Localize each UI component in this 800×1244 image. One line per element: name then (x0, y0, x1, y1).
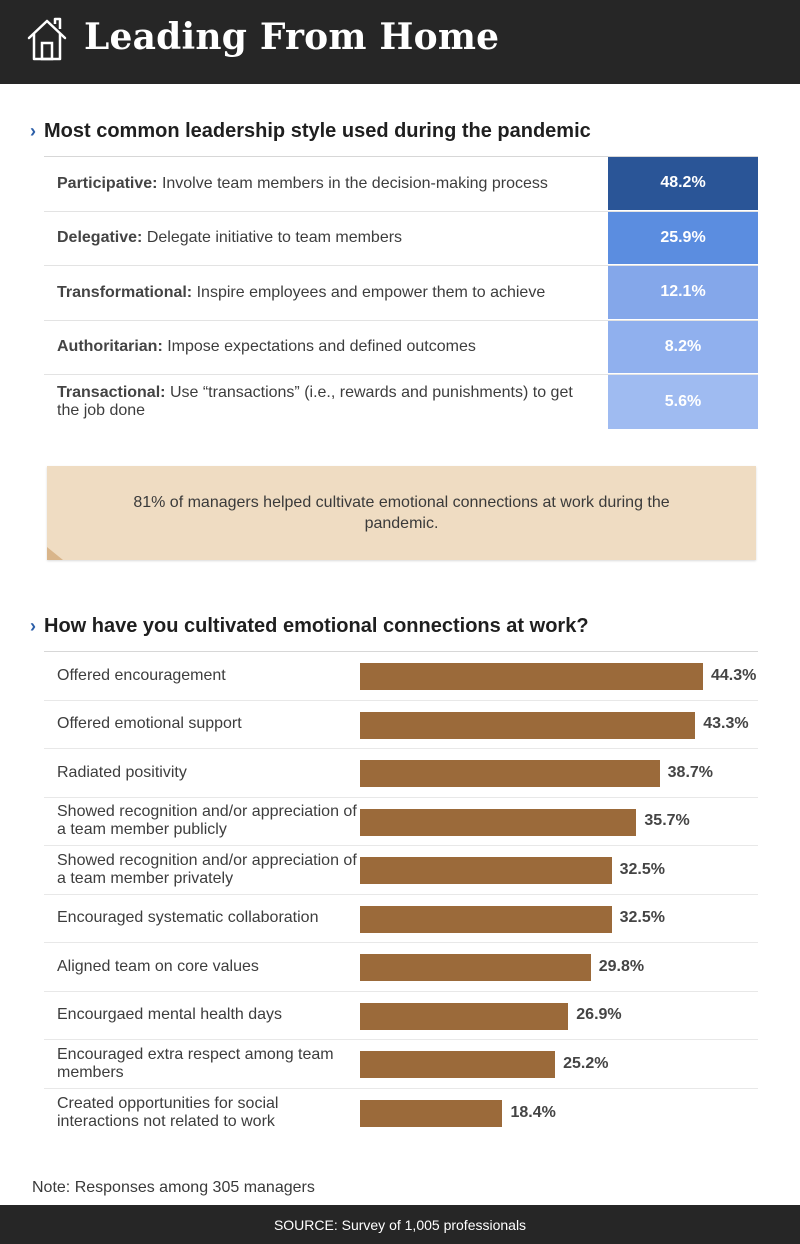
category-label: Created opportunities for social interac… (57, 1094, 279, 1130)
category-label: Encouraged extra respect among team memb… (57, 1045, 334, 1081)
table-row: Encourgaed mental health days 26.9% (44, 992, 758, 1040)
table-row: Authoritarian: Impose expectations and d… (44, 320, 758, 375)
leadership-style-table: Participative: Involve team members in t… (44, 156, 758, 430)
table-row: Radiated positivity 38.7% (44, 749, 758, 798)
value-label: 43.3% (703, 715, 749, 733)
section-heading-leadership: › Most common leadership style used duri… (30, 120, 591, 143)
style-desc-text: Delegate initiative to team members (146, 229, 403, 247)
style-desc-text: Impose expectations and defined outcomes (167, 338, 476, 356)
connections-bar-chart: Offered encouragement 44.3% Offered emotio… (44, 651, 758, 1137)
table-row: Showed recognition and/or appreciation o… (44, 846, 758, 895)
category-label: Offered emotional support (57, 715, 242, 733)
percentage-cell: 48.2% (608, 157, 758, 211)
style-description: Transactional: Use “transactions” (i.e.,… (57, 384, 592, 420)
value-label: 29.8% (598, 957, 645, 975)
bar (360, 1099, 503, 1127)
style-description: Participative: Involve team members in t… (57, 175, 592, 193)
table-row: Transactional: Use “transactions” (i.e.,… (44, 375, 758, 430)
bar (360, 1051, 556, 1078)
style-name: Transactional: (57, 384, 166, 402)
table-row: Offered encouragement 44.3% (44, 652, 758, 701)
table-row: Showed recognition and/or appreciation o… (44, 798, 758, 846)
style-name: Authoritarian: (57, 338, 163, 356)
bar (360, 808, 637, 836)
section-heading-connections: › How have you cultivated emotional conn… (30, 615, 589, 638)
percentage-cell: 12.1% (608, 266, 758, 320)
category-label: Encourgaed mental health days (57, 1006, 283, 1024)
table-row: Offered emotional support 43.3% (44, 701, 758, 749)
table-row: Encouraged extra respect among team memb… (44, 1040, 758, 1089)
category-label: Encouraged systematic collaboration (57, 909, 319, 927)
style-desc-text: Inspire employees and empower them to ac… (196, 283, 546, 301)
value-label: 32.5% (619, 860, 665, 878)
value-label: 25.2% (563, 1054, 609, 1072)
table-row: Transformational: Inspire employees and … (44, 266, 758, 321)
value-label: 35.7% (644, 812, 690, 830)
table-row: Encouraged systematic collaboration 32.5% (44, 895, 758, 943)
category-label: Offered encouragement (57, 666, 226, 684)
style-description: Authoritarian: Impose expectations and d… (57, 338, 592, 356)
bar (360, 760, 660, 787)
table-row: Aligned team on core values 29.8% (44, 943, 758, 992)
house-icon (27, 17, 67, 61)
value-label: 18.4% (510, 1103, 556, 1121)
style-name: Transformational: (57, 283, 193, 301)
bar (360, 857, 612, 884)
style-description: Transformational: Inspire employees and … (57, 284, 592, 302)
table-row: Delegative: Delegate initiative to team … (44, 211, 758, 266)
table-row: Participative: Involve team members in t… (44, 157, 758, 212)
style-name: Delegative: (57, 229, 143, 247)
bar (360, 663, 703, 690)
section-heading-text: Most common leadership style used during… (44, 120, 591, 142)
header-bar: Leading From Home (0, 0, 800, 84)
chevron-right-icon: › (30, 121, 36, 141)
callout-box: 81% of managers helped cultivate emotion… (47, 466, 756, 560)
percentage-cell: 8.2% (608, 320, 758, 374)
style-name: Participative: (57, 174, 158, 192)
value-label: 44.3% (711, 666, 757, 684)
style-desc-text: Involve team members in the decision-mak… (161, 174, 548, 192)
category-label: Aligned team on core values (57, 957, 259, 975)
value-label: 26.9% (576, 1006, 622, 1024)
value-label: 38.7% (667, 763, 714, 781)
page-title: Leading From Home (84, 16, 500, 58)
callout-text: 81% of managers helped cultivate emotion… (133, 494, 670, 532)
note-text: Note: Responses among 305 managers (32, 1179, 315, 1196)
source-text: SOURCE: Survey of 1,005 professionals (273, 1216, 527, 1233)
category-label: Showed recognition and/or appreciation o… (57, 803, 357, 839)
bar (360, 954, 591, 981)
percentage-cell: 25.9% (608, 211, 758, 265)
table-row: Created opportunities for social interac… (44, 1089, 758, 1138)
section-heading-text: How have you cultivated emotional connec… (44, 615, 589, 637)
category-label: Radiated positivity (57, 763, 187, 781)
bar (360, 905, 612, 933)
source-footer: SOURCE: Survey of 1,005 professionals (0, 1205, 800, 1244)
percentage-cell: 5.6% (608, 375, 758, 430)
bar (360, 1002, 569, 1030)
chevron-right-icon: › (30, 616, 36, 636)
page-fold-corner (47, 547, 63, 560)
bar (360, 711, 696, 739)
style-description: Delegative: Delegate initiative to team … (57, 229, 592, 247)
value-label: 32.5% (619, 909, 665, 927)
category-label: Showed recognition and/or appreciation o… (57, 851, 357, 887)
style-desc-text: Use “transactions” (i.e., rewards and pu… (57, 384, 573, 420)
